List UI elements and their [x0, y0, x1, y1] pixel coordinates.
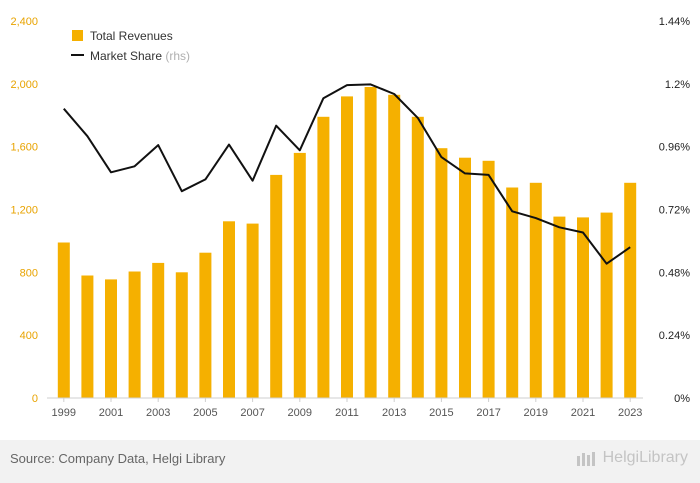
left-tick-label: 1,200	[10, 205, 38, 217]
left-tick-label: 2,400	[10, 16, 38, 28]
x-tick-label: 2001	[99, 407, 123, 419]
x-tick-label: 1999	[52, 407, 76, 419]
left-tick-label: 2,000	[10, 79, 38, 91]
bar-2015	[435, 148, 448, 398]
bar-series-total-revenues	[57, 87, 637, 399]
x-tick-label: 2009	[288, 407, 312, 419]
left-tick-label: 400	[20, 330, 38, 342]
x-tick-label: 2013	[382, 407, 406, 419]
bar-2014	[411, 116, 424, 399]
bar-2009	[293, 152, 306, 398]
right-tick-label: 0%	[674, 393, 690, 405]
source-note: Source: Company Data, Helgi Library	[10, 451, 226, 466]
x-tick-label: 2023	[618, 407, 642, 419]
x-tick-label: 2011	[335, 407, 359, 419]
right-tick-label: 1.44%	[659, 16, 690, 28]
footer: Source: Company Data, Helgi Library Helg…	[0, 440, 700, 483]
right-axis: 0% 0.24% 0.48% 0.72% 0.96% 1.2% 1.44%	[659, 16, 690, 405]
x-axis: 1999 2001 2003 2005 2007 2009 2011 2013 2015 2017…	[52, 398, 642, 419]
bar-2018	[506, 187, 519, 398]
bar-1999	[57, 242, 70, 398]
bar-2007	[246, 223, 259, 398]
right-tick-label: 0.48%	[659, 267, 690, 279]
chart: 0 400 800 1,200 1,600 2,000 2,400 0% 0.24% 0.48%…	[10, 16, 690, 419]
left-axis: 0 400 800 1,200 1,600 2,000 2,400	[10, 16, 38, 405]
left-tick-label: 1,600	[10, 142, 38, 154]
bar-2000	[81, 275, 94, 398]
bar-2004	[175, 272, 188, 398]
bar-2010	[317, 116, 330, 399]
bar-2005	[199, 252, 212, 398]
right-tick-label: 1.2%	[665, 79, 690, 91]
left-tick-label: 0	[32, 393, 38, 405]
bar-2002	[128, 271, 141, 398]
legend-label-rhs: (rhs)	[165, 49, 190, 63]
left-tick-label: 800	[20, 267, 38, 279]
legend-swatch-total-revenues	[72, 30, 83, 41]
right-tick-label: 0.24%	[659, 330, 690, 342]
bar-2003	[152, 262, 165, 398]
bar-2023	[624, 182, 637, 398]
bar-2008	[270, 174, 283, 398]
legend: Total Revenues Market Share (rhs)	[71, 29, 190, 63]
bar-2011	[341, 96, 353, 399]
brand-name: HelgiLibrary	[602, 449, 688, 466]
library-logo-icon	[576, 452, 595, 466]
x-tick-label: 2017	[476, 407, 500, 419]
x-tick-label: 2015	[429, 407, 453, 419]
x-tick-label: 2019	[524, 407, 548, 419]
bar-2013	[388, 94, 401, 399]
brand: HelgiLibrary	[576, 449, 688, 467]
x-tick-label: 2007	[240, 407, 264, 419]
bar-2022	[600, 212, 613, 398]
bar-2016	[459, 157, 471, 398]
right-tick-label: 0.96%	[659, 142, 690, 154]
bar-2012	[364, 87, 377, 398]
x-tick-label: 2005	[193, 407, 217, 419]
x-tick-label: 2003	[146, 407, 170, 419]
line-series-market-share	[63, 83, 631, 265]
x-tick-label: 2021	[571, 407, 595, 419]
legend-label-market-share-name: Market Share	[90, 49, 162, 63]
legend-label-market-share: Market Share (rhs)	[90, 49, 190, 63]
bar-2017	[482, 160, 495, 398]
bar-2020	[553, 216, 566, 398]
right-tick-label: 0.72%	[659, 205, 690, 217]
legend-label-total-revenues: Total Revenues	[90, 29, 173, 43]
bar-2019	[529, 182, 542, 398]
bar-2001	[105, 279, 117, 398]
bar-2006	[223, 221, 235, 398]
bar-2021	[577, 217, 589, 398]
